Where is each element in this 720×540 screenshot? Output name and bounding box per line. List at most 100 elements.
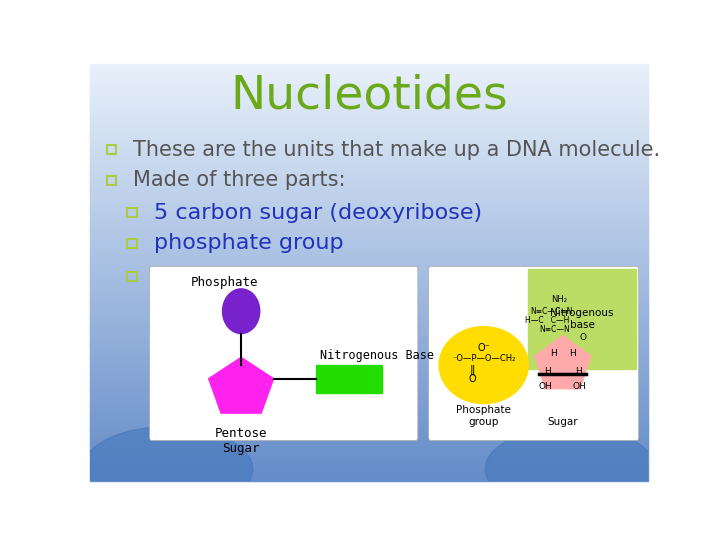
- Bar: [90, 294, 648, 298]
- Bar: [90, 391, 648, 395]
- FancyBboxPatch shape: [428, 267, 639, 441]
- Bar: [90, 183, 648, 187]
- Bar: [316, 365, 382, 393]
- Bar: [90, 394, 648, 397]
- Bar: [90, 283, 648, 287]
- Bar: [90, 147, 648, 151]
- Bar: [90, 158, 648, 162]
- Text: 5 carbon sugar (deoxyribose): 5 carbon sugar (deoxyribose): [153, 202, 482, 222]
- Bar: [90, 233, 648, 237]
- Bar: [90, 170, 648, 173]
- Bar: [90, 67, 648, 70]
- Bar: [90, 225, 648, 228]
- Bar: [90, 330, 648, 334]
- Bar: [90, 474, 648, 478]
- Bar: [90, 255, 648, 259]
- Bar: [90, 84, 648, 87]
- Bar: [90, 70, 648, 73]
- Bar: [90, 161, 648, 165]
- Bar: [528, 269, 636, 369]
- Bar: [90, 131, 648, 134]
- Bar: [90, 100, 648, 104]
- Ellipse shape: [222, 289, 260, 334]
- Bar: [90, 308, 648, 312]
- Bar: [90, 239, 648, 242]
- Bar: [90, 167, 648, 170]
- Bar: [90, 355, 648, 359]
- Ellipse shape: [439, 327, 528, 403]
- Bar: [90, 180, 648, 184]
- Text: H—C   C—H: H—C C—H: [525, 316, 570, 325]
- Bar: [90, 278, 648, 281]
- Bar: [90, 222, 648, 226]
- Text: Nucleotides: Nucleotides: [230, 73, 508, 118]
- Bar: [90, 202, 648, 206]
- Bar: [90, 300, 648, 303]
- Bar: [90, 208, 648, 212]
- Bar: [90, 200, 648, 204]
- Bar: [90, 424, 648, 428]
- Bar: [90, 214, 648, 217]
- Bar: [90, 336, 648, 339]
- Bar: [90, 247, 648, 251]
- Bar: [90, 449, 648, 453]
- Bar: [90, 186, 648, 190]
- Bar: [90, 119, 648, 123]
- Bar: [90, 288, 648, 292]
- Bar: [90, 114, 648, 118]
- Bar: [90, 380, 648, 383]
- Bar: [90, 205, 648, 209]
- Text: phosphate group: phosphate group: [153, 233, 343, 253]
- Bar: [107, 145, 117, 154]
- Text: OH: OH: [573, 382, 587, 392]
- Bar: [90, 430, 648, 434]
- Bar: [90, 64, 648, 68]
- Bar: [90, 341, 648, 345]
- Bar: [90, 408, 648, 411]
- Bar: [90, 305, 648, 309]
- Bar: [90, 150, 648, 153]
- Bar: [127, 239, 137, 248]
- Text: NH₂: NH₂: [551, 295, 567, 304]
- Bar: [90, 363, 648, 367]
- Bar: [90, 339, 648, 342]
- Bar: [90, 92, 648, 95]
- Bar: [90, 422, 648, 425]
- Bar: [90, 175, 648, 178]
- Bar: [90, 136, 648, 140]
- Bar: [90, 253, 648, 256]
- Bar: [90, 122, 648, 126]
- Bar: [90, 452, 648, 456]
- Bar: [90, 438, 648, 442]
- Bar: [90, 471, 648, 475]
- Text: Pentose
Sugar: Pentose Sugar: [215, 427, 267, 455]
- Polygon shape: [209, 357, 274, 413]
- Text: Made of three parts:: Made of three parts:: [133, 170, 346, 190]
- Bar: [90, 86, 648, 90]
- Bar: [90, 78, 648, 82]
- Bar: [90, 410, 648, 414]
- Bar: [90, 400, 648, 403]
- Text: H: H: [550, 349, 557, 358]
- Bar: [90, 286, 648, 289]
- Bar: [90, 217, 648, 220]
- Bar: [90, 111, 648, 114]
- Bar: [90, 375, 648, 378]
- Bar: [90, 97, 648, 101]
- Text: Phosphate
group: Phosphate group: [456, 405, 511, 427]
- Bar: [90, 275, 648, 278]
- Bar: [90, 405, 648, 409]
- Bar: [90, 377, 648, 381]
- Bar: [90, 372, 648, 375]
- Text: Phosphate: Phosphate: [191, 276, 258, 289]
- Bar: [90, 231, 648, 234]
- Bar: [90, 153, 648, 156]
- Bar: [90, 261, 648, 265]
- Bar: [90, 125, 648, 129]
- Bar: [90, 444, 648, 447]
- Bar: [90, 297, 648, 300]
- Bar: [90, 327, 648, 331]
- Bar: [90, 266, 648, 270]
- Bar: [90, 227, 648, 231]
- Bar: [127, 208, 137, 217]
